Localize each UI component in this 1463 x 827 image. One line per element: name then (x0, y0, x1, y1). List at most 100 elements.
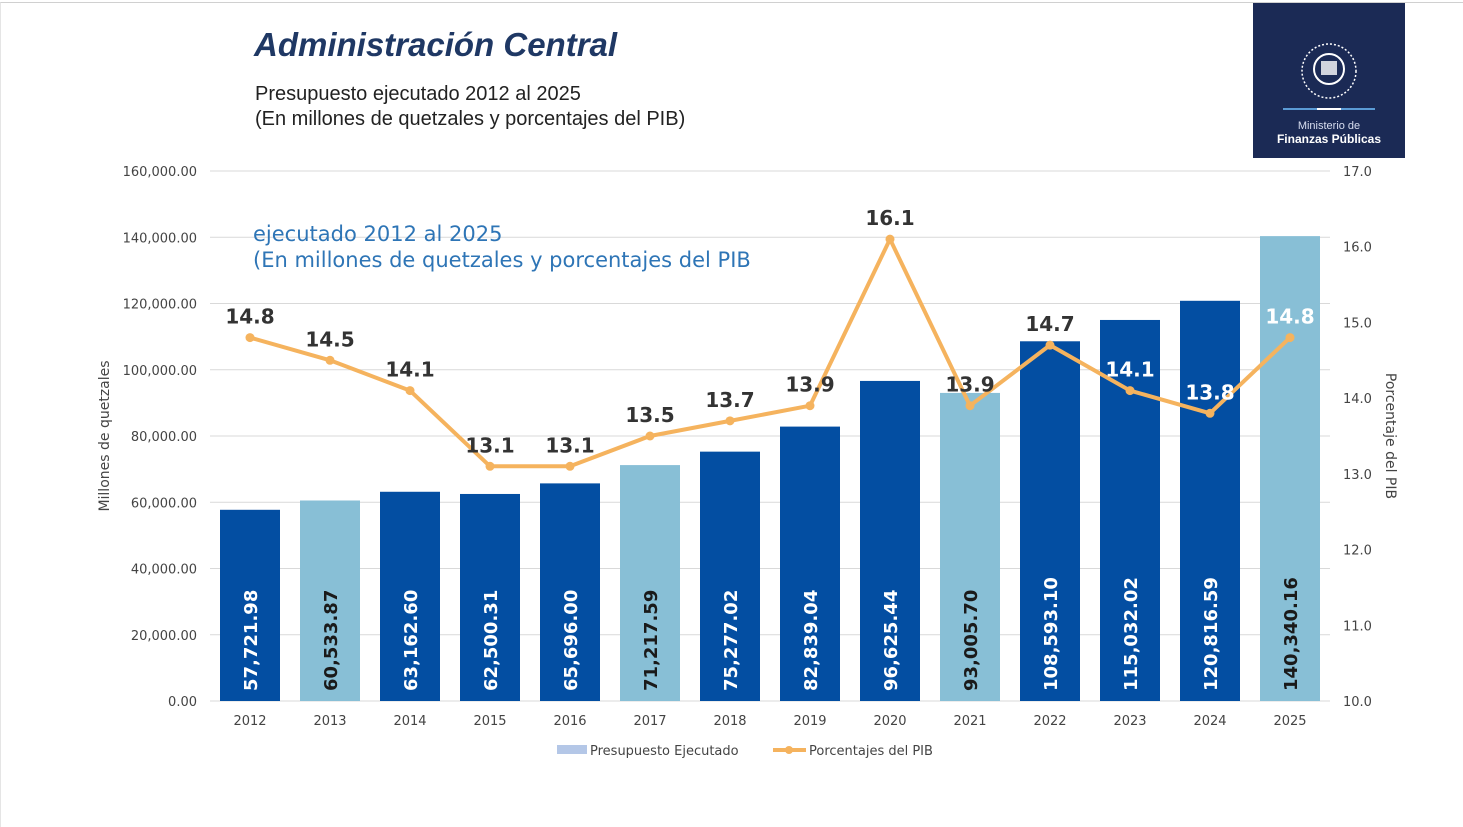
y2-tick-label: 14.0 (1343, 392, 1372, 407)
y2-axis-label: Porcentaje del PIB (1382, 373, 1398, 499)
x-tick-label: 2025 (1273, 714, 1306, 729)
pib-point-2023 (1125, 386, 1135, 396)
pib-value-label: 14.8 (1265, 305, 1314, 329)
x-tick-label: 2022 (1033, 714, 1066, 729)
bar-value-label: 75,277.02 (721, 590, 742, 691)
x-tick-label: 2014 (393, 714, 426, 729)
bar-value-label: 62,500.31 (481, 590, 502, 691)
x-tick-label: 2015 (473, 714, 506, 729)
pib-point-2016 (565, 461, 575, 471)
pib-point-2020 (885, 234, 895, 244)
y2-tick-label: 16.0 (1343, 241, 1372, 256)
bar-value-label: 108,593.10 (1041, 577, 1062, 691)
bar-2019 (780, 426, 840, 701)
y-tick-label: 100,000.00 (123, 364, 197, 379)
pib-value-label: 14.7 (1025, 312, 1074, 336)
y-axis-label: Millones de quetzales (97, 360, 113, 511)
bar-value-label: 60,533.87 (321, 590, 342, 691)
logo-line-1: Ministerio de (1297, 120, 1361, 132)
y-tick-label: 160,000.00 (123, 165, 197, 180)
bar-value-label: 115,032.02 (1121, 577, 1142, 691)
pib-value-label: 13.5 (625, 403, 674, 427)
bar-2020 (860, 380, 920, 701)
pib-point-2018 (725, 416, 735, 426)
pib-point-2019 (805, 401, 815, 411)
bar-value-label: 82,839.04 (801, 590, 822, 691)
x-tick-label: 2021 (953, 714, 986, 729)
y-tick-label: 40,000.00 (131, 563, 197, 578)
x-tick-label: 2020 (873, 714, 906, 729)
y-tick-label: 20,000.00 (131, 629, 197, 644)
logo-line-2: Finanzas Públicas (1276, 132, 1382, 146)
pib-point-2013 (325, 355, 335, 365)
subtitle-line-2: (En millones de quetzales y porcentajes … (255, 108, 686, 130)
bar-2013 (300, 500, 360, 701)
x-tick-label: 2024 (1193, 714, 1226, 729)
pib-value-label: 14.1 (385, 358, 434, 382)
bar-2022 (1020, 341, 1080, 701)
page-title: Administración Central (254, 26, 618, 63)
bar-value-label: 96,625.44 (881, 590, 902, 691)
subtitle-line-1: Presupuesto ejecutado 2012 al 2025 (255, 83, 581, 105)
legend-bar-swatch (557, 745, 587, 754)
pib-value-label: 13.9 (945, 373, 994, 397)
legend-bar-label: Presupuesto Ejecutado (590, 744, 739, 759)
pib-point-2015 (485, 461, 495, 471)
bar-2025 (1260, 236, 1320, 701)
overlay-text: ejecutado 2012 al 2025 (En millones de q… (253, 221, 751, 273)
seal-icon (1283, 43, 1375, 110)
overlay-line-1: ejecutado 2012 al 2025 (253, 222, 503, 246)
y-tick-label: 80,000.00 (131, 430, 197, 445)
bar-2021 (940, 392, 1000, 701)
x-tick-label: 2017 (633, 714, 666, 729)
bar-2015 (460, 493, 520, 701)
y2-tick-label: 11.0 (1343, 619, 1372, 634)
subtitle: Presupuesto ejecutado 2012 al 2025 (En m… (255, 82, 685, 132)
y2-tick-label: 17.0 (1343, 165, 1372, 180)
bar-value-label: 65,696.00 (561, 590, 582, 691)
bar-2012 (220, 509, 280, 701)
pib-value-label: 14.5 (305, 327, 354, 351)
bar-2018 (700, 451, 760, 701)
overlay-line-2: (En millones de quetzales y porcentajes … (253, 248, 751, 272)
pib-value-label: 14.1 (1105, 358, 1154, 382)
pib-value-label: 14.8 (225, 305, 274, 329)
pib-value-label: 13.8 (1185, 380, 1234, 404)
x-tick-label: 2023 (1113, 714, 1146, 729)
bar-2017 (620, 465, 680, 701)
bar-2023 (1100, 319, 1160, 701)
bar-value-label: 57,721.98 (241, 590, 262, 691)
y-tick-label: 120,000.00 (123, 298, 197, 313)
y-tick-label: 140,000.00 (123, 231, 197, 246)
x-tick-label: 2016 (553, 714, 586, 729)
pib-value-label: 16.1 (865, 206, 914, 230)
bar-2024 (1180, 300, 1240, 701)
x-tick-label: 2013 (313, 714, 346, 729)
y-tick-label: 60,000.00 (131, 496, 197, 511)
bar-value-label: 120,816.59 (1201, 577, 1222, 691)
pib-line (249, 237, 1292, 469)
bar-value-label: 71,217.59 (641, 590, 662, 691)
bar-value-label: 140,340.16 (1281, 577, 1302, 691)
pib-point-2022 (1045, 340, 1055, 350)
pib-value-label: 13.1 (545, 433, 594, 457)
bar-value-label: 93,005.70 (961, 590, 982, 691)
y2-tick-label: 12.0 (1343, 544, 1372, 559)
y-tick-label: 0.00 (168, 695, 197, 710)
pib-point-2014 (405, 386, 415, 396)
x-tick-label: 2019 (793, 714, 826, 729)
pib-point-2012 (245, 333, 255, 343)
legend-line-marker (785, 746, 793, 754)
pib-point-2025 (1285, 333, 1295, 343)
y2-tick-label: 10.0 (1343, 695, 1372, 710)
x-tick-label: 2012 (233, 714, 266, 729)
y2-tick-label: 15.0 (1343, 316, 1372, 331)
ministry-logo: Ministerio de Finanzas Públicas (1253, 3, 1405, 158)
pib-point-2017 (645, 431, 655, 441)
x-tick-label: 2018 (713, 714, 746, 729)
bar-2014 (380, 491, 440, 701)
bar-2016 (540, 483, 600, 701)
pib-value-label: 13.9 (785, 373, 834, 397)
